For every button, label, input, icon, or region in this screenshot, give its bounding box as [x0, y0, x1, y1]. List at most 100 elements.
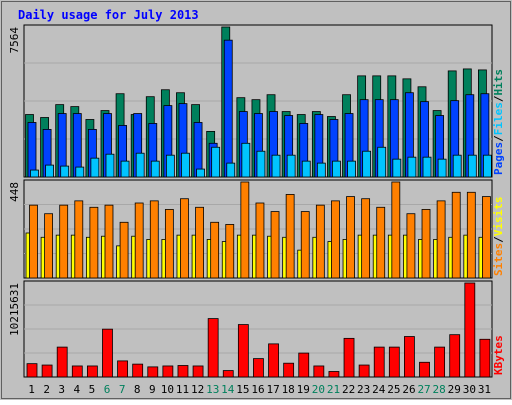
- x-tick-label: 25: [387, 383, 400, 396]
- sites-bar: [451, 191, 461, 279]
- kbytes-bar: [102, 328, 113, 378]
- x-tick-label: 15: [236, 383, 249, 396]
- files-bar: [362, 150, 372, 178]
- kbytes-bar: [373, 346, 385, 378]
- kbytes-bar: [71, 365, 83, 378]
- panel-3-legend: KBytes: [492, 335, 505, 375]
- x-tick-label: 26: [402, 383, 415, 396]
- x-tick-label: 24: [372, 383, 386, 396]
- files-bar: [211, 146, 221, 178]
- pages-bar: [223, 39, 233, 178]
- frame-border-dark: [1, 1, 511, 399]
- sites-bar: [421, 209, 431, 279]
- x-tick-label: 3: [58, 383, 65, 396]
- files-bar: [181, 152, 190, 178]
- files-bar: [30, 169, 39, 178]
- kbytes-bar: [313, 365, 325, 378]
- x-tick-label: 16: [251, 383, 264, 396]
- legend-pages: Pages: [492, 142, 505, 175]
- files-bar: [347, 160, 356, 178]
- kbytes-bar: [117, 360, 128, 378]
- panel-2-legend: Sites/Visits: [492, 197, 505, 277]
- files-bar: [392, 158, 402, 178]
- legend-separator: /: [492, 135, 505, 142]
- x-tick-label: 4: [74, 383, 81, 396]
- sites-bar: [436, 200, 446, 279]
- x-tick-label: 21: [327, 383, 340, 396]
- files-bar: [241, 142, 251, 178]
- files-bar: [286, 154, 296, 178]
- sites-bar: [406, 213, 416, 279]
- kbytes-bar: [479, 338, 491, 378]
- sites-bar: [315, 204, 325, 279]
- x-tick-label: 8: [134, 383, 141, 396]
- x-tick-label: 10: [161, 383, 174, 396]
- kbytes-bar: [192, 365, 204, 378]
- x-tick-label: 14: [221, 383, 235, 396]
- legend-visits: Visits: [492, 197, 505, 237]
- sites-bar: [29, 204, 38, 279]
- x-tick-label: 6: [104, 383, 111, 396]
- files-bar: [332, 160, 341, 178]
- sites-bar: [240, 181, 250, 279]
- x-tick-label: 18: [282, 383, 295, 396]
- files-bar: [75, 166, 85, 178]
- kbytes-bar: [86, 365, 98, 378]
- sites-bar: [482, 196, 491, 279]
- sites-bar: [376, 206, 386, 279]
- sites-bar: [164, 209, 174, 279]
- files-bar: [165, 154, 175, 178]
- kbytes-bar: [268, 343, 279, 378]
- files-bar: [467, 154, 477, 178]
- x-tick-label: 17: [266, 383, 279, 396]
- files-bar: [422, 156, 432, 178]
- files-bar: [120, 160, 130, 178]
- kbytes-bar: [177, 365, 189, 378]
- kbytes-bar: [388, 346, 400, 378]
- files-bar: [271, 154, 281, 178]
- sites-bar: [149, 200, 159, 279]
- x-tick-label: 31: [478, 383, 491, 396]
- kbytes-bar: [26, 363, 38, 378]
- files-bar: [437, 158, 447, 178]
- sites-bar: [270, 211, 280, 279]
- sites-bar: [361, 198, 371, 279]
- x-tick-label: 27: [417, 383, 430, 396]
- x-tick-label: 7: [119, 383, 126, 396]
- kbytes-bar: [434, 346, 446, 378]
- kbytes-bar: [343, 337, 355, 378]
- x-tick-label: 29: [448, 383, 461, 396]
- files-bar: [407, 156, 417, 178]
- files-bar: [60, 165, 70, 178]
- kbytes-bar: [358, 364, 370, 378]
- sites-bar: [225, 224, 235, 279]
- legend-separator: /: [492, 236, 505, 243]
- x-axis-labels: 1 2 3 4 5 6 7 8 9 10 11 12 13 14 15 16 17 18 19 20 21 22 23 24 2…: [28, 383, 491, 396]
- legend-separator: /: [492, 95, 505, 102]
- x-tick-label: 12: [191, 383, 204, 396]
- kbytes-bar: [404, 336, 415, 378]
- x-tick-label: 13: [206, 383, 219, 396]
- sites-bar: [300, 211, 310, 279]
- files-bar: [256, 150, 266, 178]
- x-tick-label: 5: [89, 383, 96, 396]
- legend-files: Files: [492, 102, 505, 135]
- kbytes-bar: [253, 358, 264, 378]
- sites-bar: [59, 204, 69, 279]
- sites-bar: [346, 196, 355, 279]
- panel-1-ymax-label: 7564: [8, 27, 21, 54]
- chart-panels: 7564Pages/Files/Hits448Sites/Visits10215…: [8, 24, 505, 378]
- legend-hits: Hits: [492, 69, 505, 96]
- files-bar: [226, 162, 236, 178]
- chart-title: Daily usage for July 2013: [18, 8, 199, 22]
- sites-bar: [285, 194, 295, 279]
- legend-sites: Sites: [492, 243, 505, 276]
- kbytes-bar: [41, 364, 53, 378]
- files-bar: [45, 164, 54, 178]
- files-bar: [150, 160, 160, 178]
- sites-bar: [331, 200, 340, 279]
- sites-bar: [134, 202, 144, 279]
- sites-bar: [391, 181, 401, 279]
